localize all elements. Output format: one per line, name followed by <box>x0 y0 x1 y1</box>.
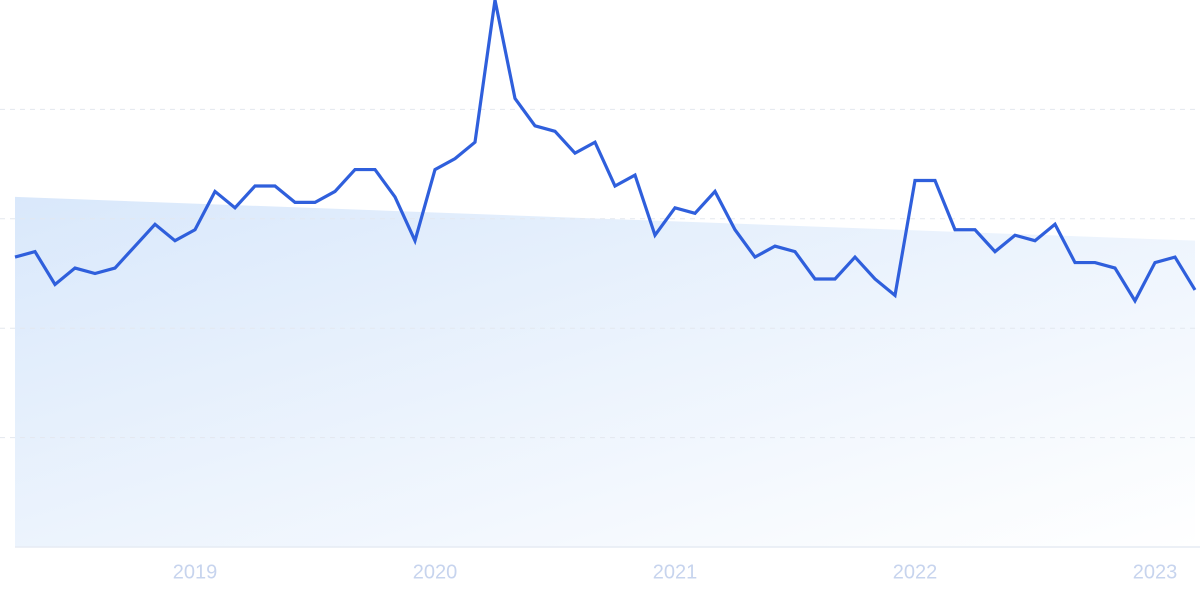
x-tick-label: 2023 <box>1133 561 1178 583</box>
x-tick-label: 2019 <box>173 561 218 583</box>
x-tick-label: 2021 <box>653 561 698 583</box>
data-line <box>14 0 1197 305</box>
x-tick-label: 2020 <box>413 561 458 583</box>
x-tick-label: 2022 <box>893 561 938 583</box>
trend-area <box>15 196 1195 548</box>
